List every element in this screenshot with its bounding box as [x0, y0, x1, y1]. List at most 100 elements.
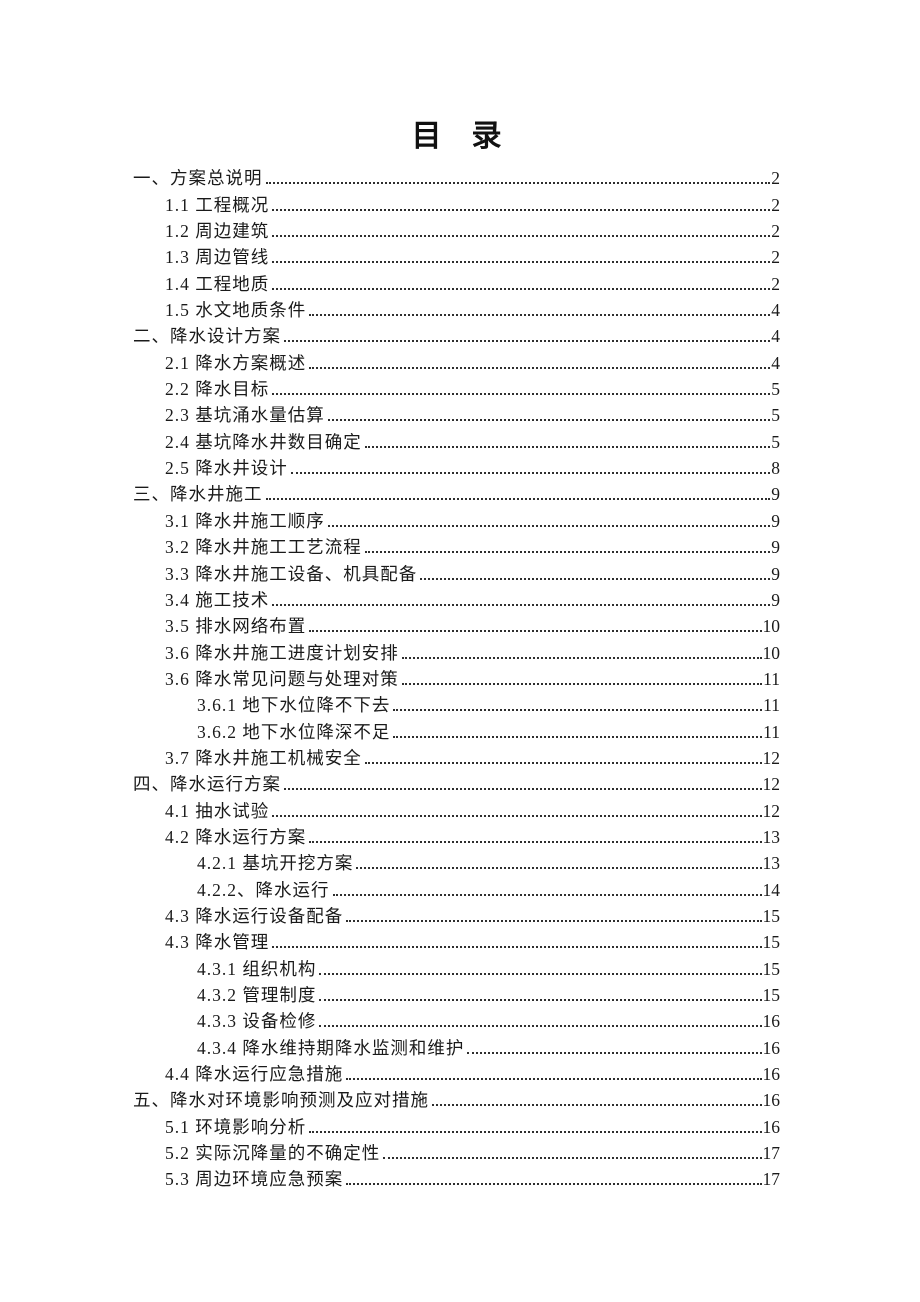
- toc-page-number: 12: [762, 747, 781, 768]
- toc-page-number: 10: [762, 616, 781, 637]
- toc-page-number: 12: [762, 774, 781, 795]
- toc-entry[interactable]: 3.1 降水井施工顺序 9: [133, 506, 780, 532]
- toc-page-number: 9: [771, 537, 780, 558]
- toc-entry-label: 4.3.4 降水维持期降水监测和维护: [197, 1037, 465, 1058]
- toc-page-number: 2: [771, 194, 780, 215]
- toc-leader-dots: [364, 551, 771, 554]
- toc-entry[interactable]: 4.3.2 管理制度 15: [133, 981, 780, 1007]
- toc-entry[interactable]: 3.7 降水井施工机械安全 12: [133, 744, 780, 770]
- toc-entry[interactable]: 4.2 降水运行方案 13: [133, 823, 780, 849]
- toc-leader-dots: [309, 630, 762, 633]
- toc-leader-dots: [364, 445, 771, 448]
- toc-entry-label: 3.2 降水井施工工艺流程: [165, 537, 362, 558]
- toc-entry[interactable]: 3.6 降水常见问题与处理对策 11: [133, 665, 780, 691]
- toc-entry-label: 5.1 环境影响分析: [165, 1116, 307, 1137]
- toc-page-number: 15: [762, 958, 781, 979]
- toc-entry-label: 三、降水井施工: [133, 484, 263, 505]
- toc-entry[interactable]: 4.1 抽水试验 12: [133, 796, 780, 822]
- toc-page-number: 17: [762, 1143, 781, 1164]
- toc-entry[interactable]: 3.5 排水网络布置 10: [133, 612, 780, 638]
- toc-entry-label: 4.2.1 基坑开挖方案: [197, 853, 354, 874]
- toc-page-number: 2: [771, 221, 780, 242]
- toc-entry[interactable]: 三、降水井施工 9: [133, 480, 780, 506]
- toc-page-number: 15: [762, 985, 781, 1005]
- toc-entry[interactable]: 4.2.2、降水运行 14: [133, 875, 780, 901]
- toc-entry[interactable]: 2.5 降水井设计 8: [133, 454, 780, 480]
- toc-page-number: 11: [763, 721, 780, 742]
- toc-entry[interactable]: 1.4 工程地质 2: [133, 269, 780, 295]
- toc-entry[interactable]: 4.3.4 降水维持期降水监测和维护 16: [133, 1033, 780, 1059]
- toc-page-number: 13: [762, 826, 781, 847]
- toc-leader-dots: [290, 472, 771, 475]
- toc-page-number: 12: [762, 800, 781, 821]
- toc-entry[interactable]: 3.6 降水井施工进度计划安排 10: [133, 638, 780, 664]
- toc-page-number: 14: [762, 879, 781, 900]
- toc-entry[interactable]: 4.4 降水运行应急措施 16: [133, 1060, 780, 1086]
- toc-entry[interactable]: 3.6.1 地下水位降不下去 11: [133, 691, 780, 717]
- toc-leader-dots: [265, 498, 771, 501]
- toc-entry-label: 5.2 实际沉降量的不确定性: [165, 1143, 381, 1164]
- toc-page-number: 11: [763, 668, 780, 689]
- toc-leader-dots: [272, 235, 771, 238]
- toc-page-number: 4: [771, 352, 780, 373]
- toc-entry-label: 3.6 降水常见问题与处理对策: [165, 668, 399, 689]
- toc-entry[interactable]: 二、降水设计方案 4: [133, 322, 780, 348]
- toc-entry-label: 3.6.1 地下水位降不下去: [197, 695, 391, 716]
- toc-entry[interactable]: 一、方案总说明 2: [133, 164, 780, 190]
- toc-leader-dots: [309, 1130, 762, 1133]
- toc-leader-dots: [327, 524, 771, 527]
- toc-entry[interactable]: 3.2 降水井施工工艺流程 9: [133, 533, 780, 559]
- toc-entry[interactable]: 2.3 基坑涌水量估算 5: [133, 401, 780, 427]
- toc-entry-label: 2.1 降水方案概述: [165, 352, 307, 373]
- toc-entry-label: 3.6 降水井施工进度计划安排: [165, 642, 399, 663]
- toc-entry[interactable]: 1.2 周边建筑 2: [133, 217, 780, 243]
- toc-leader-dots: [319, 999, 762, 1001]
- toc-page-number: 13: [762, 853, 781, 874]
- toc-entry[interactable]: 1.3 周边管线 2: [133, 243, 780, 269]
- toc-entry[interactable]: 4.3.3 设备检修 16: [133, 1007, 780, 1033]
- toc-entry[interactable]: 4.2.1 基坑开挖方案 13: [133, 849, 780, 875]
- toc-page-number: 16: [762, 1011, 781, 1032]
- toc-entry-label: 1.1 工程概况: [165, 194, 270, 215]
- toc-entry[interactable]: 4.3 降水管理 15: [133, 928, 780, 954]
- toc-entry[interactable]: 5.2 实际沉降量的不确定性 17: [133, 1139, 780, 1165]
- toc-entry-label: 一、方案总说明: [133, 168, 263, 189]
- toc-entry[interactable]: 3.6.2 地下水位降深不足 11: [133, 717, 780, 743]
- toc-entry[interactable]: 1.5 水文地质条件 4: [133, 296, 780, 322]
- toc-leader-dots: [383, 1157, 762, 1160]
- toc-page-number: 9: [771, 484, 780, 505]
- toc-entry-label: 4.3.2 管理制度: [197, 985, 317, 1005]
- toc-entry[interactable]: 四、降水运行方案 12: [133, 770, 780, 796]
- toc-entry-label: 1.2 周边建筑: [165, 221, 270, 242]
- toc-entry[interactable]: 4.3 降水运行设备配备 15: [133, 902, 780, 928]
- toc-entry[interactable]: 4.3.1 组织机构 15: [133, 954, 780, 980]
- toc-page-number: 15: [762, 932, 781, 953]
- toc-leader-dots: [393, 735, 763, 738]
- toc-page-number: 16: [762, 1064, 781, 1085]
- toc-entry-label: 3.7 降水井施工机械安全: [165, 747, 362, 768]
- toc-entry[interactable]: 3.4 施工技术 9: [133, 586, 780, 612]
- toc-leader-dots: [393, 709, 763, 712]
- toc-page-number: 4: [771, 326, 780, 347]
- toc-entry[interactable]: 2.4 基坑降水井数目确定 5: [133, 427, 780, 453]
- toc-leader-dots: [272, 814, 762, 817]
- toc-entry-label: 4.1 抽水试验: [165, 800, 270, 821]
- toc-entry[interactable]: 1.1 工程概况 2: [133, 190, 780, 216]
- toc-entry[interactable]: 2.2 降水目标 5: [133, 375, 780, 401]
- toc-page-number: 16: [762, 1037, 781, 1058]
- toc-entry-label: 4.4 降水运行应急措施: [165, 1064, 344, 1085]
- toc-entry[interactable]: 5.1 环境影响分析 16: [133, 1112, 780, 1138]
- toc-leader-dots: [346, 919, 762, 922]
- toc-leader-dots: [356, 867, 762, 870]
- toc-entry-label: 3.4 施工技术: [165, 589, 270, 610]
- toc-leader-dots: [272, 208, 771, 211]
- toc-page-number: 5: [771, 379, 780, 400]
- toc-entry[interactable]: 2.1 降水方案概述 4: [133, 348, 780, 374]
- toc-leader-dots: [401, 682, 763, 685]
- toc-entry[interactable]: 五、降水对环境影响预测及应对措施 16: [133, 1086, 780, 1112]
- toc-title: 目 录: [411, 120, 502, 153]
- toc-entry[interactable]: 3.3 降水井施工设备、机具配备 9: [133, 559, 780, 585]
- toc-entry[interactable]: 5.3 周边环境应急预案 17: [133, 1165, 780, 1191]
- toc-leader-dots: [319, 1025, 762, 1028]
